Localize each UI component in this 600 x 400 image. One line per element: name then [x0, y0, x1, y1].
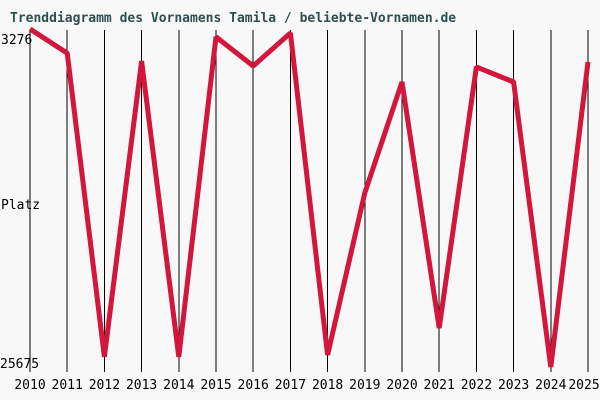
x-axis-label-2012: 2012	[89, 378, 120, 393]
y-axis-label-mid: Platz	[1, 198, 40, 213]
x-axis-label-2010: 2010	[14, 378, 45, 393]
x-axis-label-2014: 2014	[163, 378, 194, 393]
x-axis-label-2021: 2021	[424, 378, 455, 393]
x-axis-label-2019: 2019	[349, 378, 380, 393]
x-axis-label-2022: 2022	[461, 378, 492, 393]
x-axis-label-2025: 2025	[568, 378, 599, 393]
x-axis-label-2017: 2017	[275, 378, 306, 393]
x-axis-labels-group: 2010 2011 2012 2013 2014 2015 2016 2017 2018 2019…	[14, 378, 599, 393]
x-axis-label-2024: 2024	[535, 378, 566, 393]
x-axis-label-2013: 2013	[126, 378, 157, 393]
trend-line	[28, 26, 591, 368]
chart-title: Trenddiagramm des Vornamens Tamila / bel…	[10, 11, 456, 26]
y-axis-label-top: 3276	[1, 33, 32, 48]
x-axis-label-2015: 2015	[200, 378, 231, 393]
x-axis-label-2011: 2011	[52, 378, 83, 393]
x-axis-label-2020: 2020	[386, 378, 417, 393]
x-axis-label-2016: 2016	[238, 378, 269, 393]
x-axis-label-2018: 2018	[312, 378, 343, 393]
y-axis-label-bottom: 25675	[0, 357, 39, 372]
x-axis-label-2023: 2023	[498, 378, 529, 393]
